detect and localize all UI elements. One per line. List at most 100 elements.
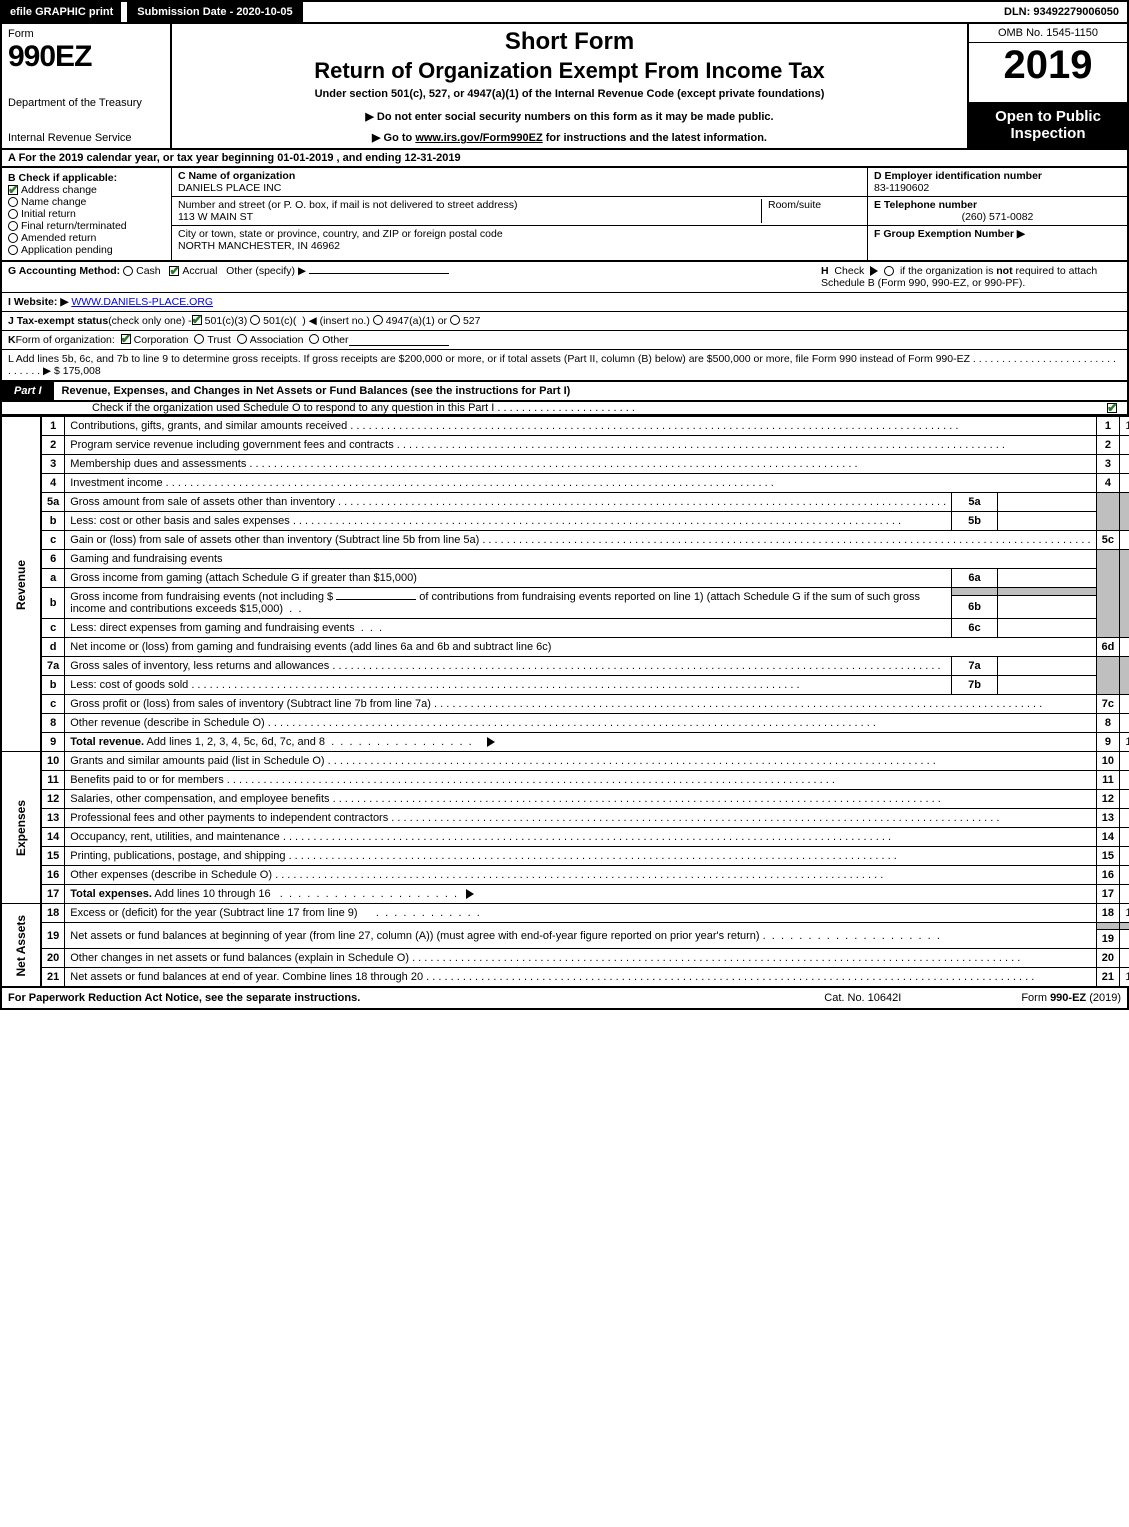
line-desc: Membership dues and assessments	[65, 455, 1096, 474]
part-i-check: Check if the organization used Schedule …	[0, 402, 1129, 416]
table-row: b Less: cost of goods sold 7b	[1, 676, 1129, 695]
g-other-input[interactable]	[309, 273, 449, 274]
chk-initial-return[interactable]: Initial return	[8, 208, 165, 220]
radio-icon[interactable]	[123, 266, 133, 276]
radio-icon[interactable]	[194, 334, 204, 344]
org-name-value: DANIELS PLACE INC	[178, 182, 861, 194]
line-ref: 1	[1096, 417, 1120, 436]
table-row: 20 Other changes in net assets or fund b…	[1, 949, 1129, 968]
sub-ref: 6c	[952, 619, 998, 638]
table-row: c Gross profit or (loss) from sales of i…	[1, 695, 1129, 714]
line-num: 6	[41, 550, 65, 569]
part-i-check-text: Check if the organization used Schedule …	[2, 402, 1107, 414]
line-num: 20	[41, 949, 65, 968]
line-desc: Excess or (deficit) for the year (Subtra…	[65, 904, 1096, 923]
line-desc: Other revenue (describe in Schedule O)	[65, 714, 1096, 733]
line-val: 60	[1120, 930, 1129, 949]
line-num: 21	[41, 968, 65, 988]
table-row: 5a Gross amount from sale of assets othe…	[1, 493, 1129, 512]
form-subtitle: Under section 501(c), 527, or 4947(a)(1)…	[178, 88, 961, 100]
line-val: 490	[1120, 847, 1129, 866]
shaded-cell	[1096, 657, 1120, 695]
line-desc: Gross sales of inventory, less returns a…	[65, 657, 952, 676]
checkbox-icon[interactable]	[169, 266, 179, 276]
form-title-2: Return of Organization Exempt From Incom…	[178, 58, 961, 84]
triangle-icon	[870, 266, 878, 276]
line-val: 126,198	[1120, 904, 1129, 923]
line-val	[1120, 771, 1129, 790]
phone-label: E Telephone number	[874, 199, 1121, 211]
k-other-input[interactable]	[349, 334, 449, 346]
chk-name-change[interactable]: Name change	[8, 196, 165, 208]
checkbox-icon[interactable]	[121, 334, 131, 344]
ssn-notice: ▶ Do not enter social security numbers o…	[178, 110, 961, 123]
radio-icon[interactable]	[309, 334, 319, 344]
sub-val	[997, 619, 1096, 638]
efile-badge[interactable]: efile GRAPHIC print	[2, 2, 121, 22]
checkbox-icon[interactable]	[192, 315, 202, 325]
line-num: 7a	[41, 657, 65, 676]
checkbox-icon[interactable]	[1107, 403, 1117, 413]
radio-icon[interactable]	[450, 315, 460, 325]
shaded-cell	[997, 588, 1096, 596]
phone-cell: E Telephone number (260) 571-0082	[868, 197, 1127, 226]
chk-label: Initial return	[21, 208, 76, 220]
table-row: 16 Other expenses (describe in Schedule …	[1, 866, 1129, 885]
org-city-label: City or town, state or province, country…	[178, 228, 861, 240]
submission-date-badge: Submission Date - 2020-10-05	[127, 2, 302, 22]
group-exemption-cell: F Group Exemption Number ▶	[868, 226, 1127, 260]
section-b: B Check if applicable: Address change Na…	[2, 168, 172, 260]
line-desc: Gross income from gaming (attach Schedul…	[65, 569, 952, 588]
part-i-tab: Part I	[2, 382, 54, 400]
shaded-cell	[1120, 657, 1129, 695]
table-row: 13 Professional fees and other payments …	[1, 809, 1129, 828]
org-addr-value: 113 W MAIN ST	[178, 211, 761, 223]
blank-input[interactable]	[336, 599, 416, 600]
website-link[interactable]: WWW.DANIELS-PLACE.ORG	[71, 296, 213, 308]
org-addr-cell: Number and street (or P. O. box, if mail…	[172, 197, 867, 226]
line-val	[1120, 828, 1129, 847]
line-desc: Benefits paid to or for members	[65, 771, 1096, 790]
footer-right: Form 990-EZ (2019)	[1021, 992, 1121, 1004]
chk-final-return[interactable]: Final return/terminated	[8, 220, 165, 232]
line-ref: 12	[1096, 790, 1120, 809]
line-desc: Gross income from fundraising events (no…	[65, 588, 952, 619]
line-ref: 10	[1096, 752, 1120, 771]
radio-icon	[8, 197, 18, 207]
chk-address-change[interactable]: Address change	[8, 184, 165, 196]
top-bar: efile GRAPHIC print Submission Date - 20…	[0, 0, 1129, 24]
table-row: 14 Occupancy, rent, utilities, and maint…	[1, 828, 1129, 847]
table-row: 9 Total revenue. Add lines 1, 2, 3, 4, 5…	[1, 733, 1129, 752]
header-right: OMB No. 1545-1150 2019 Open to Public In…	[967, 24, 1127, 148]
radio-icon[interactable]	[884, 266, 894, 276]
section-b-title: B Check if applicable:	[8, 172, 165, 184]
chk-application-pending[interactable]: Application pending	[8, 244, 165, 256]
ein-value: 83-1190602	[874, 182, 1121, 194]
line-desc: Gross amount from sale of assets other t…	[65, 493, 952, 512]
goto-link[interactable]: www.irs.gov/Form990EZ	[415, 132, 542, 144]
line-ref: 17	[1096, 885, 1120, 904]
line-num: 13	[41, 809, 65, 828]
shaded-cell	[1120, 493, 1129, 531]
footer-mid: Cat. No. 10642I	[824, 992, 901, 1004]
table-row: 8 Other revenue (describe in Schedule O)…	[1, 714, 1129, 733]
phone-value: (260) 571-0082	[874, 211, 1121, 223]
dept-label: Department of the Treasury	[8, 97, 164, 109]
line-desc: Other changes in net assets or fund bala…	[65, 949, 1096, 968]
radio-icon[interactable]	[237, 334, 247, 344]
sub-val	[997, 657, 1096, 676]
line-ref: 13	[1096, 809, 1120, 828]
ein-label: D Employer identification number	[874, 170, 1121, 182]
line-ref: 3	[1096, 455, 1120, 474]
radio-icon[interactable]	[250, 315, 260, 325]
line-ref: 4	[1096, 474, 1120, 493]
row-k: K Form of organization: Corporation Trus…	[2, 331, 1127, 350]
line-ref: 15	[1096, 847, 1120, 866]
table-row: Net Assets 18 Excess or (deficit) for th…	[1, 904, 1129, 923]
chk-label: Amended return	[21, 232, 96, 244]
line-num: c	[41, 619, 65, 638]
table-row: c Less: direct expenses from gaming and …	[1, 619, 1129, 638]
radio-icon[interactable]	[373, 315, 383, 325]
table-row: 17 Total expenses. Add lines 10 through …	[1, 885, 1129, 904]
chk-amended-return[interactable]: Amended return	[8, 232, 165, 244]
